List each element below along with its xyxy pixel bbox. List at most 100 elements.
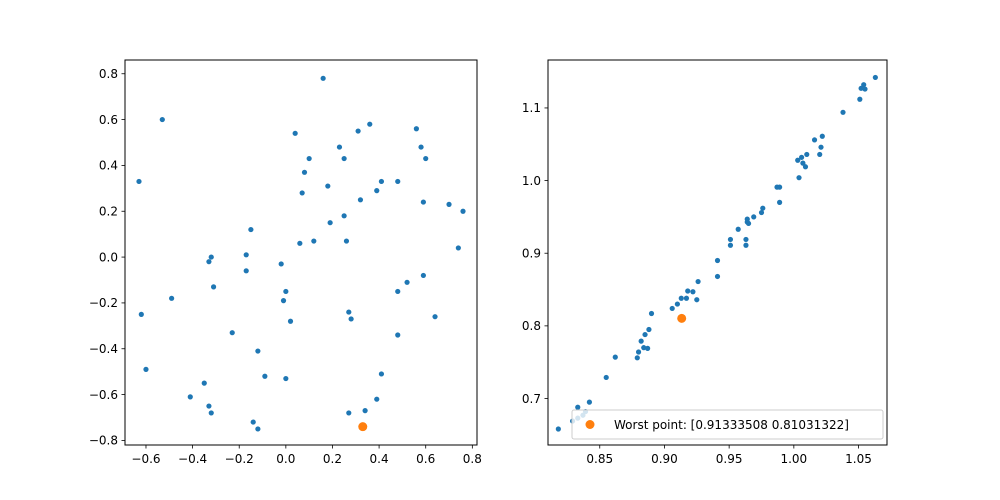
right-data-point — [669, 305, 675, 312]
left-x-tick-label: −0.6 — [131, 452, 160, 466]
right-data-point — [858, 85, 864, 91]
left-data-point — [374, 396, 380, 402]
right-data-point — [861, 82, 867, 88]
left-x-tick-label: −0.4 — [178, 452, 207, 466]
right-data-point — [796, 175, 802, 181]
right-y-tick-label: 0.7 — [522, 392, 541, 406]
right-y-tick-label: 0.8 — [522, 319, 541, 333]
left-points — [136, 75, 466, 432]
left-y-tick-label: −0.6 — [89, 388, 118, 402]
left-data-point — [210, 284, 217, 290]
right-data-point — [817, 151, 823, 158]
right-x-tick-label: 0.95 — [716, 452, 743, 466]
right-data-point — [638, 338, 644, 344]
right-worst-point — [677, 313, 687, 323]
left-data-point — [413, 126, 419, 132]
left-data-point — [367, 121, 373, 127]
left-data-point — [208, 254, 214, 260]
right-data-point — [743, 236, 749, 243]
left-data-point — [250, 419, 256, 425]
left-data-point — [201, 380, 207, 386]
left-scatter-plot: −0.6 −0.4 −0.2 0.0 0.2 0.4 0.6 0.8 −0.8 −0.6 −0.4 −… — [89, 59, 482, 466]
left-x-tick-label: 0.2 — [323, 452, 342, 466]
right-data-point — [758, 209, 765, 216]
legend: Worst point: [0.91333508 0.81031322] — [571, 409, 884, 440]
right-x-tick-label: 1.05 — [845, 452, 872, 466]
left-data-point — [420, 272, 426, 279]
right-data-point — [641, 345, 647, 351]
left-data-point — [278, 261, 284, 267]
right-y-tick-label: 1.0 — [522, 174, 541, 188]
left-data-point — [348, 316, 354, 322]
left-data-point — [420, 199, 426, 205]
left-data-point — [455, 245, 461, 251]
left-data-point — [136, 178, 142, 185]
left-x-tick-label: 0.8 — [463, 452, 482, 466]
left-data-point — [169, 295, 175, 301]
left-worst-point — [358, 422, 368, 432]
left-y-tick-label: 0.4 — [99, 159, 118, 173]
left-data-point — [206, 259, 212, 265]
right-data-point — [586, 399, 593, 405]
right-data-point — [645, 345, 651, 351]
left-data-point — [395, 288, 401, 295]
left-data-point — [287, 318, 294, 324]
right-x-tick-label: 1.00 — [780, 452, 807, 466]
right-data-point — [674, 301, 680, 307]
left-data-point — [423, 155, 429, 162]
right-data-point — [642, 331, 648, 338]
left-data-point — [280, 298, 287, 304]
left-data-point — [355, 128, 361, 134]
left-data-point — [299, 190, 305, 196]
right-data-point — [745, 220, 752, 227]
left-data-point — [229, 330, 235, 336]
right-data-point — [635, 349, 642, 355]
left-axes-frame — [124, 59, 478, 446]
left-y-tick-label: 0.2 — [99, 205, 118, 219]
legend-marker-worst-point — [585, 420, 595, 429]
left-data-point — [306, 155, 312, 162]
left-data-point — [325, 183, 331, 189]
right-data-point — [774, 184, 780, 190]
left-data-point — [378, 371, 385, 377]
left-data-point — [395, 332, 401, 338]
right-data-point — [799, 154, 805, 160]
right-x-tick-label: 0.90 — [651, 452, 678, 466]
right-data-point — [795, 157, 801, 163]
left-data-point — [346, 410, 352, 416]
right-data-point — [819, 133, 825, 139]
left-data-point — [243, 252, 249, 258]
right-data-point — [735, 226, 741, 232]
left-data-point — [283, 375, 289, 382]
left-data-point — [395, 178, 401, 185]
left-y-tick-label: −0.4 — [89, 342, 118, 356]
left-data-point — [283, 288, 289, 295]
left-data-point — [159, 116, 165, 123]
right-data-point — [862, 86, 868, 92]
right-data-point — [857, 96, 863, 102]
left-data-point — [255, 426, 261, 432]
left-data-point — [341, 155, 347, 162]
right-data-point — [714, 257, 721, 264]
left-data-point — [311, 238, 317, 244]
right-data-point — [694, 297, 700, 303]
right-data-point — [612, 354, 618, 360]
left-y-tick-label: 0.8 — [99, 67, 118, 81]
left-x-tick-label: −0.2 — [225, 452, 254, 466]
right-scatter-plot: 0.85 0.90 0.95 1.00 1.05 0.7 0.8 0.9 1.0 1.1 Wors… — [522, 59, 888, 466]
left-data-point — [138, 311, 144, 317]
right-data-point — [555, 426, 561, 432]
left-data-point — [446, 201, 452, 207]
right-data-point — [804, 151, 810, 158]
left-data-point — [208, 410, 214, 416]
right-data-point — [777, 199, 783, 205]
left-data-point — [292, 130, 298, 136]
left-data-point — [143, 366, 149, 372]
left-data-point — [327, 220, 333, 226]
right-y-tick-label: 0.9 — [522, 247, 541, 261]
right-data-point — [811, 137, 818, 143]
left-data-point — [432, 314, 438, 320]
left-y-tick-label: −0.2 — [89, 296, 118, 310]
right-data-point — [760, 205, 766, 211]
